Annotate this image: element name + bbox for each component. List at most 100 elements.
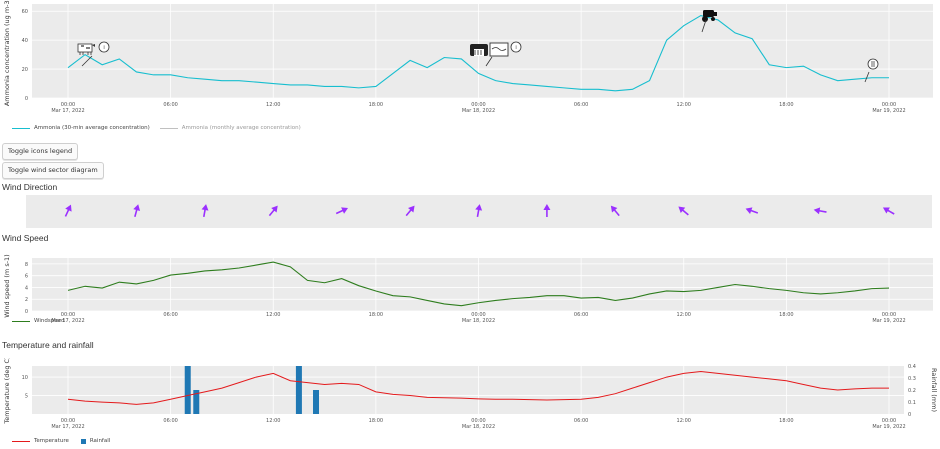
x-tick-date: Mar 18, 2022	[462, 424, 495, 430]
x-tick-label: 06:00	[574, 102, 588, 108]
toggle-icons-legend-button[interactable]: Toggle icons legend	[2, 143, 79, 160]
wind-speed-legend: Windspeed	[12, 318, 64, 324]
wind-arrow-icon	[882, 207, 895, 215]
y-tick-label: 0.3	[908, 376, 916, 382]
x-tick-date: Mar 19, 2022	[872, 318, 905, 324]
y-tick-label: 0	[25, 96, 28, 102]
x-tick-label: 06:00	[163, 312, 177, 318]
x-tick-label: 18:00	[369, 418, 383, 424]
info-icon[interactable]: i	[98, 41, 110, 53]
ammonia-line	[67, 14, 889, 92]
y-tick-label: 0.4	[908, 364, 916, 370]
wind-direction-title: Wind Direction	[2, 182, 58, 192]
legend-swatch-rainfall	[80, 438, 86, 444]
legend-label-rainfall: Rainfall	[89, 438, 111, 444]
x-tick-label: 00:00	[61, 418, 75, 424]
svg-text:i: i	[103, 45, 104, 51]
legend-swatch-windspeed	[12, 320, 30, 322]
x-tick-label: 12:00	[677, 418, 691, 424]
x-tick-date: Mar 17, 2022	[51, 108, 84, 114]
pointer-line	[81, 55, 93, 67]
legend-label-temperature: Temperature	[34, 438, 69, 444]
x-tick-label: 06:00	[574, 312, 588, 318]
x-tick-date: Mar 17, 2022	[51, 424, 84, 430]
sprayer-icon[interactable]	[867, 58, 879, 70]
x-tick-label: 06:00	[163, 418, 177, 424]
y-tick-label: 0.2	[908, 388, 916, 394]
x-tick-date: Mar 19, 2022	[872, 424, 905, 430]
wind-arrow-icon	[745, 207, 759, 214]
x-tick-label: 12:00	[266, 418, 280, 424]
y-tick-label: 20	[22, 67, 28, 73]
wind-direction-chart	[26, 195, 932, 228]
ammonia-ylabel: Ammonia concentration (ug m-3)	[3, 0, 11, 106]
wind-arrow-icon	[543, 204, 551, 217]
y-tick-label: 0	[25, 309, 28, 315]
legend-swatch-monthly	[159, 127, 178, 129]
wind-arrow-icon	[268, 205, 278, 217]
toggle-wind-sector-button[interactable]: Toggle wind sector diagram	[2, 162, 104, 179]
temperature-ylabel: Temperature (deg C)	[3, 358, 11, 425]
y-tick-label: 10	[22, 375, 28, 381]
wind-arrow-icon	[475, 204, 483, 218]
wind-arrow-icon	[678, 206, 689, 216]
legend-swatch-ammonia	[12, 127, 30, 129]
x-tick-label: 12:00	[266, 102, 280, 108]
temp-rain-title: Temperature and rainfall	[2, 340, 94, 350]
temp-rain-panel	[32, 366, 904, 414]
wind-arrow-icon	[813, 207, 827, 215]
x-tick-label: 06:00	[163, 102, 177, 108]
x-tick-label: 12:00	[677, 102, 691, 108]
x-tick-label: 12:00	[266, 312, 280, 318]
x-tick-date: Mar 18, 2022	[462, 318, 495, 324]
legend-swatch-temperature	[12, 440, 30, 442]
x-tick-label: 18:00	[369, 312, 383, 318]
x-tick-label: 00:00	[61, 102, 75, 108]
rainfall-bar	[193, 390, 200, 414]
x-tick-label: 18:00	[779, 102, 793, 108]
wind-arrow-icon	[610, 205, 620, 217]
y-tick-label: 8	[25, 262, 28, 268]
x-tick-label: 06:00	[574, 418, 588, 424]
pointer-line	[864, 71, 870, 83]
info-icon[interactable]: i	[510, 41, 522, 53]
rainfall-ylabel: Rainfall (mm)	[930, 368, 938, 412]
wind-arrow-icon	[133, 204, 141, 218]
rainfall-bar	[313, 390, 320, 414]
wind-arrow-icon	[335, 207, 349, 215]
y-tick-label: 4	[25, 285, 28, 291]
x-tick-label: 00:00	[471, 102, 485, 108]
y-tick-label: 6	[25, 274, 28, 280]
y-tick-label: 2	[25, 297, 28, 303]
x-tick-date: Mar 17, 2022	[51, 318, 84, 324]
wind-speed-ylabel: Wind speed (m s-1)	[3, 254, 11, 317]
x-tick-label: 18:00	[369, 102, 383, 108]
barn-icon[interactable]	[470, 44, 488, 56]
pointer-line	[701, 19, 707, 33]
x-tick-label: 00:00	[471, 418, 485, 424]
y-tick-label: 0.1	[908, 400, 916, 406]
x-tick-label: 00:00	[471, 312, 485, 318]
wind-arrow-icon	[405, 205, 415, 217]
cow-icon[interactable]	[77, 43, 95, 55]
legend-label-monthly: Ammonia (monthly average concentration)	[181, 125, 301, 131]
y-tick-label: 5	[25, 394, 28, 400]
rainfall-bar	[295, 366, 302, 414]
ammonia-legend: Ammonia (30-min average concentration) A…	[12, 125, 301, 131]
wind-speed-title: Wind Speed	[2, 233, 49, 243]
y-tick-label: 40	[22, 38, 28, 44]
x-tick-date: Mar 19, 2022	[872, 108, 905, 114]
tractor-icon[interactable]	[702, 10, 717, 22]
x-tick-label: 00:00	[882, 418, 896, 424]
pointer-line	[485, 56, 493, 67]
manure-icon[interactable]	[489, 42, 509, 57]
temp-rain-legend: Temperature Rainfall	[12, 438, 110, 444]
x-tick-label: 18:00	[779, 312, 793, 318]
x-tick-label: 12:00	[677, 312, 691, 318]
y-tick-label: 0	[908, 412, 911, 418]
svg-text:i: i	[515, 45, 516, 51]
wind-arrow-icon	[64, 204, 72, 217]
